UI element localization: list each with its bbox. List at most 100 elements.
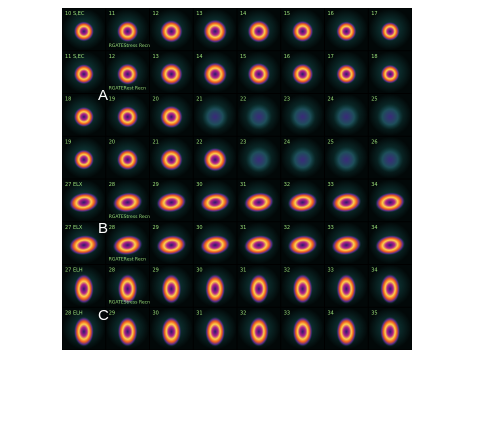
- scan-slice: [205, 316, 226, 347]
- slice-label: 14: [240, 11, 246, 17]
- scan-slice: [245, 103, 272, 130]
- slice-label: 12: [109, 54, 115, 60]
- scan-slice: [336, 63, 357, 85]
- slice-label: 14: [196, 54, 202, 60]
- scan-slice: [243, 192, 274, 213]
- scan-slice: [116, 63, 139, 85]
- scan-slice: [200, 192, 231, 213]
- scan-slice: [202, 103, 229, 130]
- scan-slice: [247, 19, 271, 43]
- slice-label: 32: [284, 225, 290, 231]
- slice-label: 23: [240, 139, 246, 145]
- slice-label: 30: [196, 182, 202, 188]
- recon-label: RGATERest Recn: [109, 257, 146, 263]
- scan-slice: [336, 21, 357, 42]
- slice-label: 20: [153, 97, 159, 103]
- slice-label: 12: [153, 11, 159, 17]
- slice-label: 17: [371, 11, 377, 17]
- scan-slice: [380, 21, 400, 41]
- slice-label: 30: [196, 225, 202, 231]
- recon-label: RGATEStress Recn: [109, 214, 150, 220]
- scan-slice: [73, 149, 95, 170]
- scan-slice: [203, 62, 228, 87]
- scan-slice: [159, 148, 183, 172]
- slice-label: 25: [328, 139, 334, 145]
- slice-label: 15: [284, 11, 290, 17]
- slice-label: 29: [109, 310, 115, 316]
- scan-slice: [243, 235, 274, 256]
- slice-label: 34: [328, 310, 334, 316]
- slice-label: 28 ELH: [65, 310, 83, 316]
- scan-slice: [73, 106, 95, 128]
- scan-slice: [380, 64, 400, 84]
- slice-label: 11: [109, 11, 115, 17]
- scan-slice: [161, 316, 182, 347]
- panel-letter: B: [98, 220, 108, 237]
- scan-slice: [331, 192, 362, 213]
- slice-label: 30: [196, 268, 202, 274]
- slice-label: 25: [371, 97, 377, 103]
- slice-label: 29: [153, 225, 159, 231]
- slice-label: 21: [196, 97, 202, 103]
- slice-label: 30: [153, 310, 159, 316]
- scan-slice: [203, 19, 228, 44]
- slice-label: 34: [371, 268, 377, 274]
- scan-slice: [291, 20, 314, 43]
- scan-slice: [380, 273, 401, 304]
- slice-label: 32: [240, 310, 246, 316]
- scan-slice: [245, 146, 272, 173]
- scan-slice: [333, 103, 360, 130]
- slice-label: 15: [240, 54, 246, 60]
- slice-label: 27 ELX: [65, 225, 83, 231]
- scan-slice: [380, 316, 401, 347]
- scan-slice: [287, 235, 318, 256]
- recon-label: RGATEStress Recn: [109, 299, 150, 305]
- scan-slice: [73, 273, 94, 304]
- scan-slice: [117, 273, 138, 304]
- scan-slice: [291, 63, 314, 85]
- scan-slice: [161, 273, 182, 304]
- slice-label: 24: [328, 97, 334, 103]
- slice-label: 19: [65, 139, 71, 145]
- slice-label: 20: [109, 139, 115, 145]
- slice-label: 27 ELH: [65, 268, 83, 274]
- scan-slice: [377, 103, 404, 130]
- panel-letter: C: [98, 307, 109, 324]
- slice-label: 23: [284, 97, 290, 103]
- slice-label: 19: [109, 97, 115, 103]
- scan-slice: [375, 235, 406, 256]
- scan-slice: [248, 273, 269, 304]
- slice-label: 22: [240, 97, 246, 103]
- scan-slice: [289, 103, 316, 130]
- slice-label: 31: [240, 182, 246, 188]
- slice-label: 28: [109, 182, 115, 188]
- slice-label: 18: [65, 97, 71, 103]
- slice-label: 24: [284, 139, 290, 145]
- slice-label: 13: [196, 11, 202, 17]
- slice-label: 33: [328, 268, 334, 274]
- scan-slice: [117, 316, 138, 347]
- slice-label: 27 ELX: [65, 182, 83, 188]
- slice-label: 10 S,EC: [65, 11, 85, 17]
- scan-slice: [73, 63, 95, 85]
- scan-slice: [68, 192, 99, 213]
- slice-label: 33: [284, 310, 290, 316]
- slice-label: 31: [240, 225, 246, 231]
- slice-label: 17: [328, 54, 334, 60]
- scan-slice: [289, 146, 316, 173]
- slice-label: 16: [284, 54, 290, 60]
- slice-label: 29: [153, 182, 159, 188]
- scan-slice: [116, 148, 139, 171]
- slice-label: 28: [109, 268, 115, 274]
- scan-slice: [333, 146, 360, 173]
- scan-slice: [156, 192, 187, 213]
- scan-slice: [203, 147, 228, 172]
- slice-label: 28: [109, 225, 115, 231]
- slice-label: 33: [328, 182, 334, 188]
- scan-slice: [200, 235, 231, 256]
- scan-slice: [247, 62, 271, 86]
- slice-label: 21: [153, 139, 159, 145]
- slice-label: 31: [196, 310, 202, 316]
- scan-figure: 10 S,EC 11 12 13 14 15 16 17 11 S,EC 12 13 14 15 16 17…: [62, 8, 412, 350]
- scan-slice: [336, 316, 357, 347]
